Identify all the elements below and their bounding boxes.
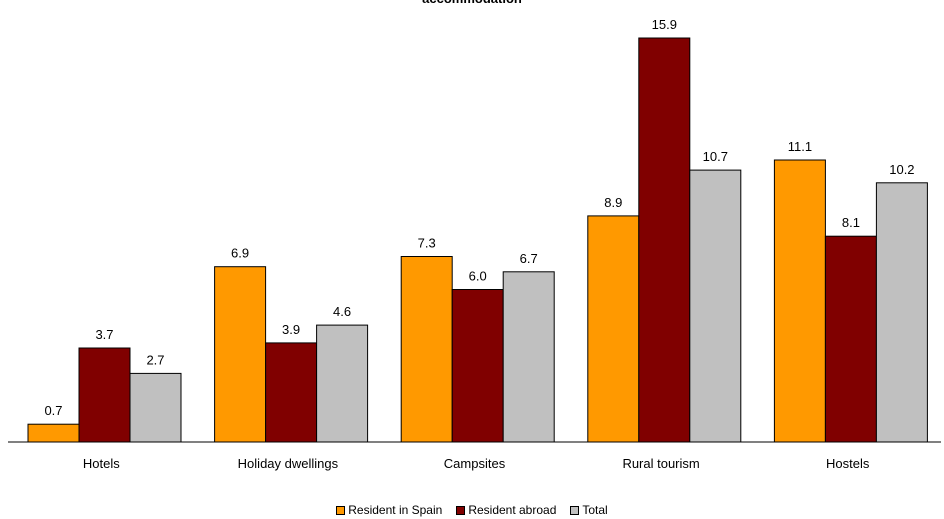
bar: [875, 182, 928, 443]
data-label: 3.7: [95, 327, 113, 342]
bars-group: [27, 37, 928, 443]
data-label: 7.3: [418, 236, 436, 251]
category-label: Holiday dwellings: [238, 456, 339, 471]
legend-swatch: [456, 505, 466, 515]
legend-item: Resident abroad: [456, 503, 556, 517]
data-label: 15.9: [652, 17, 677, 32]
chart-title: accommodation: [0, 0, 944, 6]
bar: [316, 324, 369, 443]
data-label: 6.7: [520, 251, 538, 266]
legend-swatch: [336, 505, 346, 515]
bar: [773, 159, 826, 443]
bar: [265, 342, 318, 443]
category-labels-group: Hotels Holiday dwellings Campsites Rural to…: [83, 456, 870, 471]
bar: [824, 235, 877, 443]
bar: [400, 256, 453, 443]
data-label: 6.9: [231, 246, 249, 261]
data-label: 11.1: [788, 139, 812, 154]
data-label: 10.7: [703, 149, 728, 164]
data-label: 10.2: [889, 162, 914, 177]
category-label: Hostels: [826, 456, 870, 471]
bar: [27, 423, 80, 443]
bar: [502, 271, 555, 443]
data-label: 2.7: [146, 352, 164, 367]
legend-label: Total: [582, 503, 608, 517]
legend-label: Resident abroad: [468, 503, 557, 517]
legend-item: Total: [570, 503, 608, 517]
legend-item: Resident in Spain: [336, 503, 442, 517]
bar: [129, 372, 182, 443]
legend-label: Resident in Spain: [348, 503, 443, 517]
data-label: 0.7: [44, 403, 62, 418]
bar: [689, 169, 742, 443]
category-label: Hotels: [83, 456, 120, 471]
bar: [587, 215, 640, 443]
data-label: 3.9: [282, 322, 300, 337]
legend-swatch: [570, 505, 580, 515]
data-label: 8.9: [604, 195, 622, 210]
bar: [214, 266, 267, 443]
bar: [638, 37, 691, 443]
bar: [78, 347, 131, 443]
category-label: Rural tourism: [622, 456, 699, 471]
legend: Resident in Spain Resident abroad Total: [0, 503, 944, 517]
category-label: Campsites: [444, 456, 506, 471]
bar: [451, 289, 504, 443]
data-label: 4.6: [333, 304, 351, 319]
value-labels-group: 0.7 3.7 2.7 6.9 3.9 4.6 7.3 6.0 6.7 8.9 15.9 10.7 11…: [44, 17, 914, 418]
data-label: 8.1: [842, 215, 860, 230]
data-label: 6.0: [469, 269, 487, 284]
